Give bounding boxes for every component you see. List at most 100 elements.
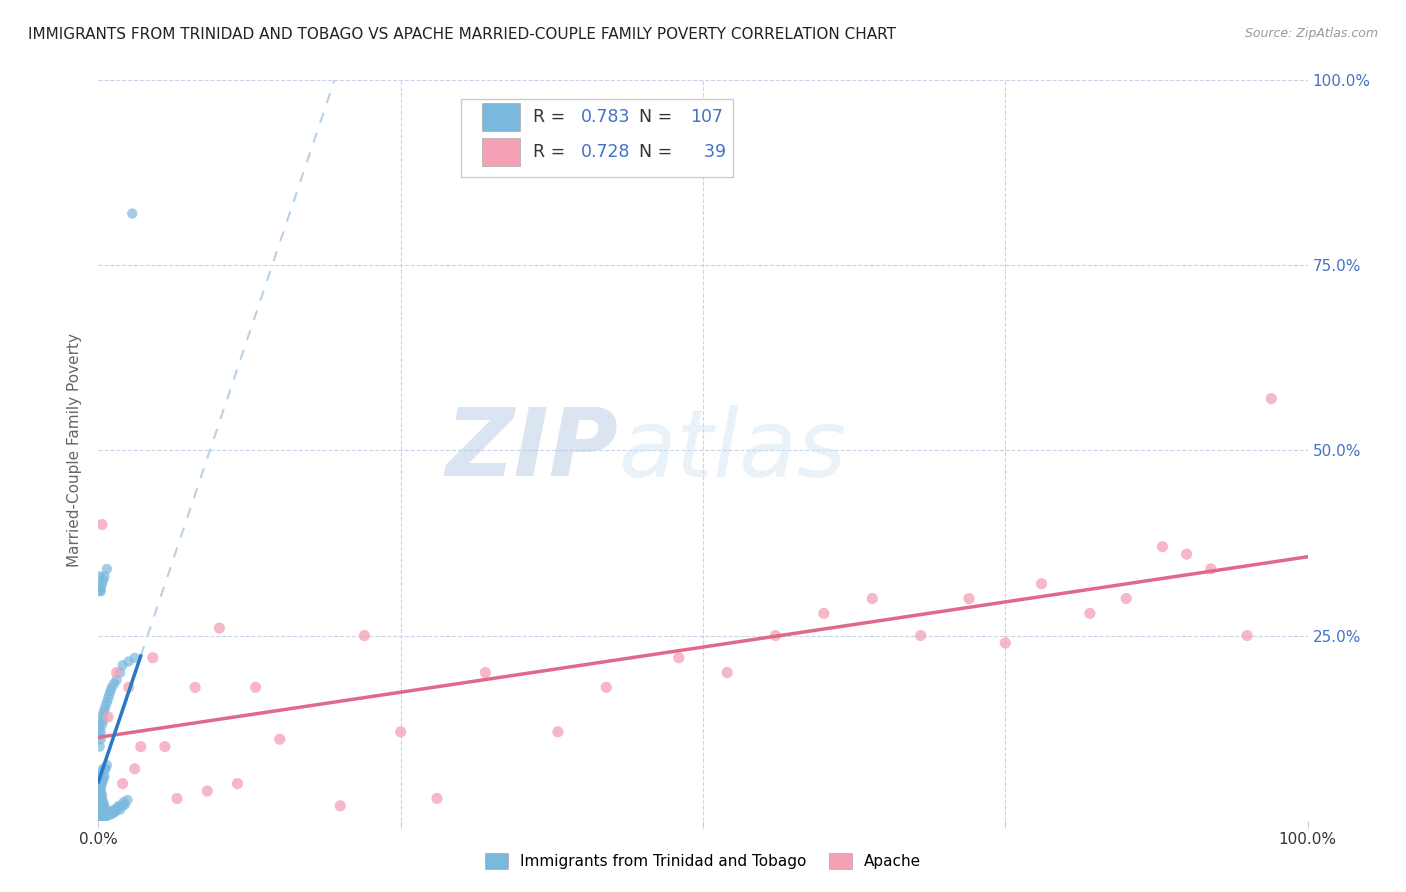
Point <box>90 806 112 821</box>
Point <box>668 650 690 665</box>
Point <box>112 795 135 809</box>
Point <box>89 721 111 735</box>
Point <box>89 807 111 822</box>
Text: ZIP: ZIP <box>446 404 619 497</box>
Y-axis label: Married-Couple Family Poverty: Married-Couple Family Poverty <box>67 334 83 567</box>
Point <box>105 673 128 687</box>
Point <box>91 762 114 776</box>
Point <box>91 805 114 819</box>
Point <box>90 769 112 783</box>
Point <box>91 788 114 802</box>
Point <box>93 806 115 821</box>
Point <box>91 772 114 787</box>
Text: 107: 107 <box>690 108 723 126</box>
Text: R =: R = <box>533 108 571 126</box>
Point <box>91 714 114 728</box>
Point <box>111 776 134 791</box>
Point <box>389 724 412 739</box>
Point <box>1260 392 1282 406</box>
Point <box>91 798 114 813</box>
Point <box>89 784 111 798</box>
Point <box>269 732 291 747</box>
Point <box>90 788 112 802</box>
Point <box>104 805 127 819</box>
Point <box>91 807 114 822</box>
Point <box>97 691 120 706</box>
Point <box>89 772 111 787</box>
Point <box>910 628 932 642</box>
Text: 39: 39 <box>693 144 727 161</box>
Text: 0.783: 0.783 <box>581 108 630 126</box>
Point <box>91 807 114 822</box>
Point <box>108 798 131 813</box>
Point <box>91 805 114 819</box>
Point <box>153 739 176 754</box>
Point <box>90 780 112 795</box>
Point <box>90 772 112 787</box>
Point <box>96 805 118 819</box>
Point <box>89 800 111 814</box>
Point <box>474 665 496 680</box>
Text: N =: N = <box>638 108 678 126</box>
Legend: Immigrants from Trinidad and Tobago, Apache: Immigrants from Trinidad and Tobago, Apa… <box>478 847 928 875</box>
Point <box>98 688 121 702</box>
Point <box>1078 607 1101 621</box>
Point <box>96 807 118 822</box>
Point <box>118 655 141 669</box>
Point <box>91 772 114 787</box>
Point <box>124 650 146 665</box>
Point <box>91 810 114 824</box>
Point <box>90 807 112 822</box>
Text: R =: R = <box>533 144 571 161</box>
Point <box>89 795 111 809</box>
Point <box>91 798 114 813</box>
Point <box>89 776 111 791</box>
Point <box>107 800 129 814</box>
Point <box>98 806 121 821</box>
Point <box>111 798 134 813</box>
Point <box>1236 628 1258 642</box>
Point <box>111 658 134 673</box>
Point <box>1199 562 1222 576</box>
Point <box>105 665 128 680</box>
Point <box>90 724 112 739</box>
Point <box>245 681 267 695</box>
Point <box>100 805 122 819</box>
Point <box>89 584 111 599</box>
Point <box>184 681 207 695</box>
Point <box>91 795 114 809</box>
Point <box>118 681 141 695</box>
Point <box>100 684 122 698</box>
Point <box>91 573 114 587</box>
Point <box>91 803 114 817</box>
Point <box>91 517 114 532</box>
Point <box>353 628 375 642</box>
Point <box>97 710 120 724</box>
Point <box>91 765 114 780</box>
Point <box>89 810 111 824</box>
Point <box>91 810 114 824</box>
Point <box>860 591 883 606</box>
Point <box>117 793 139 807</box>
Point <box>93 798 115 813</box>
Point <box>91 803 114 817</box>
Point <box>96 562 118 576</box>
Point <box>97 806 120 821</box>
Point <box>93 762 115 776</box>
Point <box>765 628 787 642</box>
Point <box>91 576 114 591</box>
Point <box>89 780 111 795</box>
Point <box>90 776 112 791</box>
Point <box>96 695 118 709</box>
Point <box>91 769 114 783</box>
Point <box>114 797 136 812</box>
Point <box>94 806 117 821</box>
Point <box>1152 540 1174 554</box>
Point <box>124 762 146 776</box>
Point <box>90 784 112 798</box>
Point <box>195 784 218 798</box>
Point <box>90 791 112 805</box>
Point <box>426 791 449 805</box>
Point <box>121 206 143 220</box>
Point <box>94 810 117 824</box>
